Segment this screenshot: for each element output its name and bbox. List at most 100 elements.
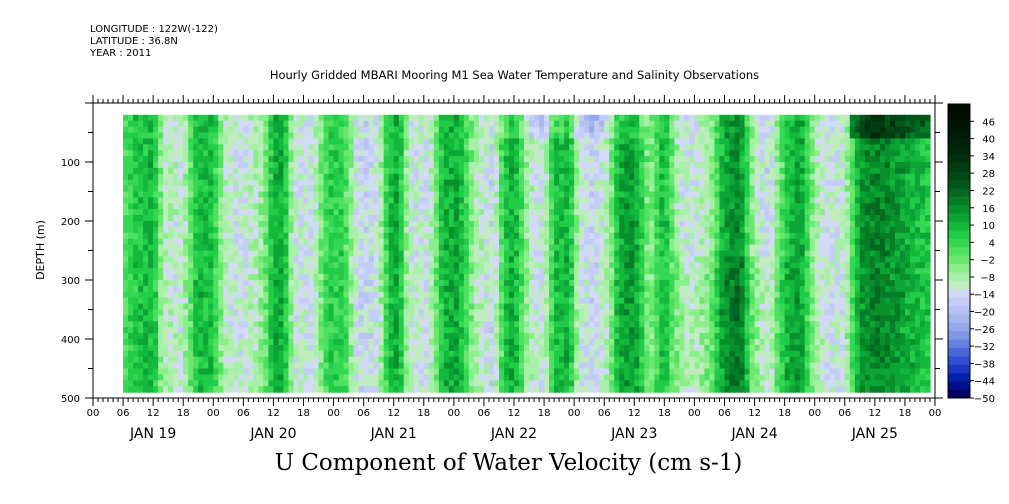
heatmap-cell — [143, 126, 149, 134]
heatmap-cell — [639, 215, 645, 222]
heatmap-cell — [529, 144, 535, 151]
heatmap-cell — [639, 344, 645, 352]
heatmap-cell — [383, 285, 390, 293]
heatmap-cell — [519, 162, 525, 169]
heatmap-cell — [313, 256, 320, 263]
heatmap-cell — [168, 209, 174, 216]
heatmap-cell — [649, 209, 655, 216]
heatmap-cell — [458, 315, 465, 322]
heatmap-cell — [468, 144, 475, 151]
heatmap-cell — [529, 380, 535, 387]
heatmap-cell — [133, 126, 139, 134]
heatmap-cell — [423, 339, 430, 346]
heatmap-cell — [423, 203, 430, 210]
heatmap-cell — [483, 167, 490, 175]
heatmap-cell — [133, 380, 139, 387]
heatmap-cell — [183, 368, 189, 375]
heatmap-cell — [564, 315, 570, 322]
heatmap-cell — [624, 344, 630, 352]
heatmap-cell — [378, 297, 385, 305]
heatmap-cell — [253, 386, 259, 393]
heatmap-cell — [524, 256, 530, 263]
heatmap-cell — [649, 126, 655, 134]
heatmap-cell — [303, 156, 310, 163]
heatmap-cell — [574, 386, 580, 393]
heatmap-cell — [163, 209, 169, 216]
heatmap-cell — [348, 339, 355, 346]
heatmap-cell — [318, 285, 325, 293]
heatmap-cell — [594, 144, 600, 151]
heatmap-cell — [483, 297, 490, 305]
heatmap-cell — [574, 380, 580, 387]
heatmap-cell — [514, 303, 520, 311]
heatmap-cell — [293, 226, 300, 234]
heatmap-cell — [438, 138, 445, 145]
heatmap-cell — [338, 386, 345, 393]
heatmap-cell — [258, 321, 264, 328]
heatmap-cell — [298, 244, 305, 252]
heatmap-cell — [233, 339, 239, 346]
heatmap-cell — [639, 356, 645, 364]
heatmap-cell — [559, 368, 565, 375]
heatmap-cell — [238, 197, 244, 204]
heatmap-cell — [413, 339, 420, 346]
heatmap-cell — [208, 321, 214, 328]
heatmap-cell — [473, 356, 480, 364]
heatmap-cell — [228, 197, 234, 204]
heatmap-cell — [529, 173, 535, 181]
heatmap-cell — [594, 368, 600, 375]
heatmap-cell — [318, 280, 325, 287]
heatmap-cell — [368, 162, 375, 169]
heatmap-cell — [298, 114, 305, 122]
heatmap-cell — [303, 274, 310, 281]
heatmap-cell — [383, 221, 390, 228]
heatmap-cell — [203, 250, 209, 257]
heatmap-cell — [584, 144, 590, 151]
heatmap-cell — [473, 285, 480, 293]
heatmap-cell — [283, 297, 290, 305]
heatmap-cell — [594, 132, 600, 139]
heatmap-cell — [348, 197, 355, 204]
heatmap-cell — [278, 327, 285, 334]
heatmap-cell — [318, 185, 325, 193]
heatmap-cell — [614, 309, 620, 316]
heatmap-cell — [634, 386, 640, 393]
heatmap-cell — [549, 167, 555, 175]
heatmap-cell — [313, 167, 320, 175]
heatmap-cell — [629, 226, 635, 234]
heatmap-cell — [393, 197, 400, 204]
heatmap-cell — [493, 374, 500, 381]
heatmap-cell — [288, 362, 295, 370]
heatmap-cell — [343, 327, 350, 334]
heatmap-cell — [268, 132, 275, 139]
heatmap-cell — [318, 303, 325, 311]
heatmap-cell — [508, 114, 515, 122]
heatmap-cell — [554, 191, 560, 198]
heatmap-cell — [173, 132, 179, 139]
heatmap-cell — [328, 386, 335, 393]
heatmap-cell — [323, 132, 330, 139]
heatmap-cell — [448, 274, 455, 281]
heatmap-cell — [388, 167, 395, 175]
heatmap-cell — [448, 268, 455, 275]
heatmap-cell — [138, 262, 144, 269]
heatmap-cell — [569, 344, 575, 352]
heatmap-cell — [458, 268, 465, 275]
heatmap-cell — [208, 350, 214, 358]
heatmap-cell — [378, 374, 385, 381]
heatmap-cell — [423, 262, 430, 269]
heatmap-cell — [208, 380, 214, 387]
heatmap-cell — [158, 339, 164, 346]
heatmap-cell — [584, 380, 590, 387]
heatmap-cell — [318, 209, 325, 216]
heatmap-cell — [453, 344, 460, 352]
heatmap-cell — [298, 297, 305, 305]
heatmap-cell — [468, 221, 475, 228]
heatmap-cell — [514, 250, 520, 257]
heatmap-cell — [393, 114, 400, 122]
heatmap-cell — [223, 162, 229, 169]
heatmap-cell — [333, 344, 340, 352]
heatmap-cell — [258, 380, 264, 387]
heatmap-cell — [348, 232, 355, 240]
heatmap-cell — [428, 309, 435, 316]
